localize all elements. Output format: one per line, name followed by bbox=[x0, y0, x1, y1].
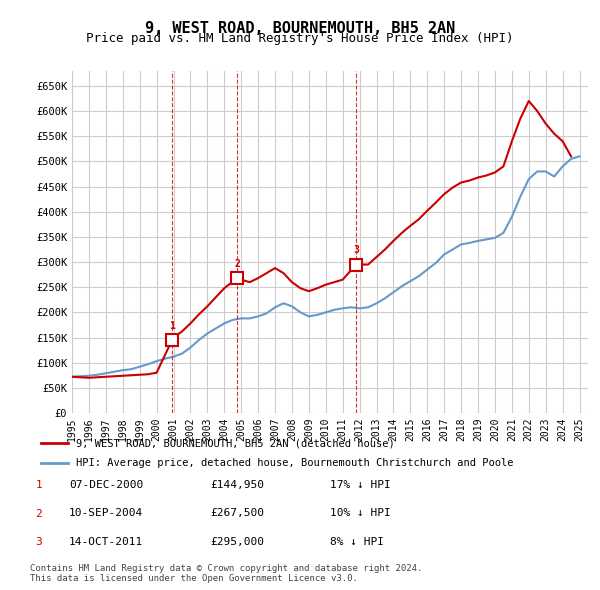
Text: 07-DEC-2000: 07-DEC-2000 bbox=[69, 480, 143, 490]
Text: 9, WEST ROAD, BOURNEMOUTH, BH5 2AN: 9, WEST ROAD, BOURNEMOUTH, BH5 2AN bbox=[145, 21, 455, 35]
Text: £295,000: £295,000 bbox=[210, 537, 264, 546]
Text: 1: 1 bbox=[169, 321, 175, 331]
Text: 3: 3 bbox=[35, 537, 43, 547]
Text: 10% ↓ HPI: 10% ↓ HPI bbox=[330, 509, 391, 518]
Text: 2: 2 bbox=[234, 260, 240, 269]
Text: 1: 1 bbox=[35, 480, 43, 490]
Text: Price paid vs. HM Land Registry's House Price Index (HPI): Price paid vs. HM Land Registry's House … bbox=[86, 32, 514, 45]
Text: HPI: Average price, detached house, Bournemouth Christchurch and Poole: HPI: Average price, detached house, Bour… bbox=[76, 458, 514, 467]
Text: 2: 2 bbox=[35, 509, 43, 519]
Text: £144,950: £144,950 bbox=[210, 480, 264, 490]
Text: Contains HM Land Registry data © Crown copyright and database right 2024.
This d: Contains HM Land Registry data © Crown c… bbox=[30, 563, 422, 583]
Text: 9, WEST ROAD, BOURNEMOUTH, BH5 2AN (detached house): 9, WEST ROAD, BOURNEMOUTH, BH5 2AN (deta… bbox=[76, 438, 395, 448]
Text: 10-SEP-2004: 10-SEP-2004 bbox=[69, 509, 143, 518]
Text: 8% ↓ HPI: 8% ↓ HPI bbox=[330, 537, 384, 546]
Text: 17% ↓ HPI: 17% ↓ HPI bbox=[330, 480, 391, 490]
Text: 14-OCT-2011: 14-OCT-2011 bbox=[69, 537, 143, 546]
Text: 3: 3 bbox=[353, 245, 359, 255]
Text: £267,500: £267,500 bbox=[210, 509, 264, 518]
